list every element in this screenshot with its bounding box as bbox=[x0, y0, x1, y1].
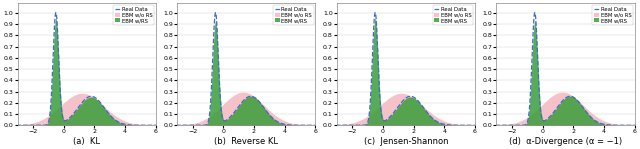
X-axis label: (c)  Jensen-Shannon: (c) Jensen-Shannon bbox=[364, 136, 448, 146]
X-axis label: (a)  KL: (a) KL bbox=[73, 136, 100, 146]
Legend: Real Data, EBM w/o RS, EBM w/RS: Real Data, EBM w/o RS, EBM w/RS bbox=[113, 5, 154, 25]
X-axis label: (b)  Reverse KL: (b) Reverse KL bbox=[214, 136, 278, 146]
X-axis label: (d)  α-Divergence (α = −1): (d) α-Divergence (α = −1) bbox=[509, 136, 622, 146]
Legend: Real Data, EBM w/o RS, EBM w/RS: Real Data, EBM w/o RS, EBM w/RS bbox=[273, 5, 314, 25]
Legend: Real Data, EBM w/o RS, EBM w/RS: Real Data, EBM w/o RS, EBM w/RS bbox=[592, 5, 633, 25]
Legend: Real Data, EBM w/o RS, EBM w/RS: Real Data, EBM w/o RS, EBM w/RS bbox=[433, 5, 474, 25]
